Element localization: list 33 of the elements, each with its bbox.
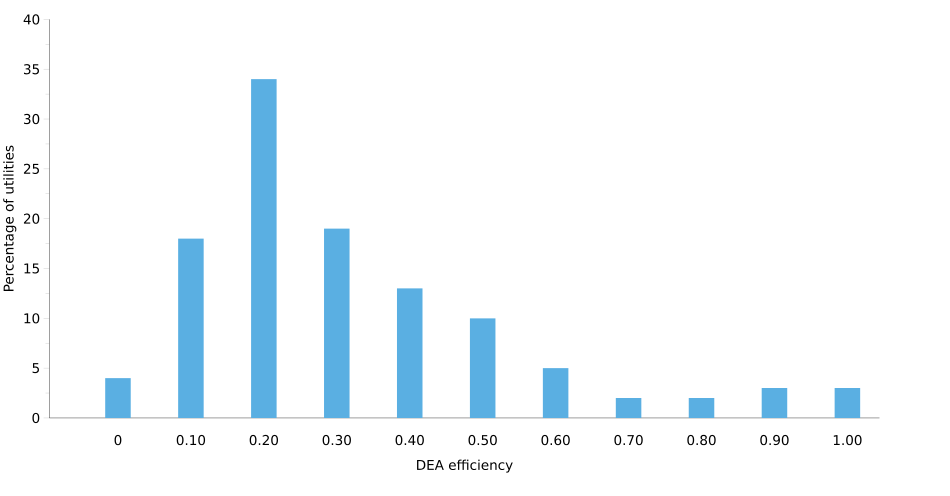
bar bbox=[762, 388, 788, 418]
y-axis-title: Percentage of utilities bbox=[3, 146, 16, 292]
y-tick-label: 25 bbox=[24, 164, 39, 174]
x-tick-label: 0.80 bbox=[687, 435, 716, 446]
bar bbox=[178, 238, 204, 418]
bar bbox=[616, 398, 642, 418]
y-tick-label: 10 bbox=[24, 313, 40, 324]
x-tick-label: 0.30 bbox=[322, 435, 351, 446]
x-tick-label: 0.90 bbox=[760, 435, 789, 446]
y-tick-label: 20 bbox=[24, 214, 40, 224]
y-tick-label: 0 bbox=[32, 413, 40, 424]
y-tick-label: 15 bbox=[24, 264, 39, 274]
y-tick-label: 30 bbox=[24, 114, 40, 124]
bar bbox=[105, 378, 131, 418]
x-tick-label: 1.00 bbox=[834, 435, 862, 446]
bar bbox=[688, 398, 714, 418]
x-tick-label: 0 bbox=[114, 435, 122, 446]
bar bbox=[324, 228, 350, 418]
bar bbox=[542, 368, 568, 418]
x-axis-title: DEA efficiency bbox=[417, 460, 513, 473]
x-tick-label: 0.70 bbox=[614, 435, 643, 446]
x-tick-label: 0.20 bbox=[250, 435, 278, 446]
bar bbox=[470, 318, 496, 418]
bar bbox=[251, 79, 277, 418]
x-tick-label: 0.60 bbox=[541, 435, 570, 446]
bar bbox=[834, 388, 860, 418]
y-tick-label: 5 bbox=[32, 363, 39, 374]
x-tick-label: 0.50 bbox=[468, 435, 497, 446]
x-tick-label: 0.10 bbox=[176, 435, 206, 446]
y-tick-label: 35 bbox=[24, 64, 39, 75]
bar bbox=[396, 288, 423, 418]
y-tick-label: 40 bbox=[24, 14, 40, 25]
x-tick-label: 0.40 bbox=[396, 435, 424, 446]
